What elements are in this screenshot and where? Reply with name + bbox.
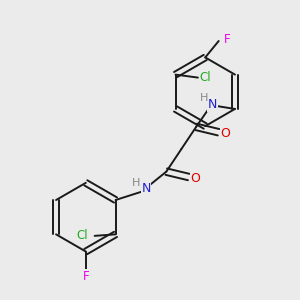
Text: Cl: Cl <box>200 71 211 84</box>
Text: N: N <box>141 182 151 195</box>
Text: N: N <box>208 98 217 111</box>
Text: F: F <box>82 269 89 283</box>
Text: H: H <box>200 93 208 103</box>
Text: F: F <box>224 33 230 46</box>
Text: O: O <box>220 127 230 140</box>
Text: O: O <box>190 172 200 185</box>
Text: H: H <box>132 178 141 188</box>
Text: Cl: Cl <box>76 230 88 242</box>
